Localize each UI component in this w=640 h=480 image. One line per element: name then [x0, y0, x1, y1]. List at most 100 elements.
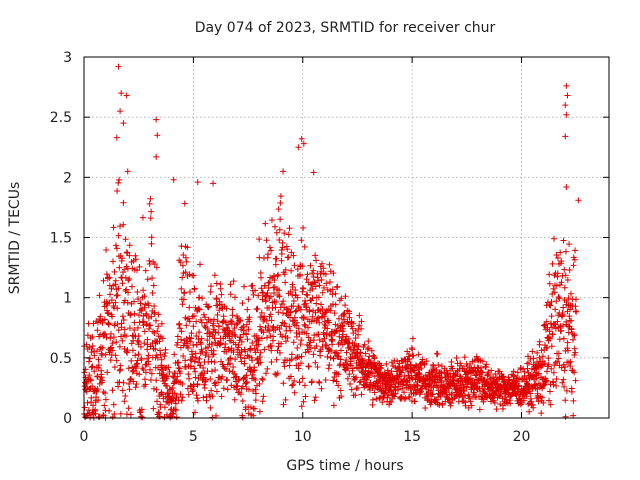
data-point-291 — [135, 295, 142, 302]
data-point-1382 — [337, 347, 344, 354]
data-point-152 — [109, 347, 116, 354]
data-point-418 — [158, 356, 165, 363]
data-point-1191 — [302, 393, 309, 400]
data-point-2411 — [529, 348, 536, 355]
data-point-2581 — [560, 335, 567, 342]
peak-point-16 — [562, 102, 569, 109]
data-point-237 — [125, 289, 132, 296]
data-point-570 — [186, 288, 193, 295]
peak-point-4 — [120, 120, 127, 127]
data-point-1186 — [301, 321, 308, 328]
data-point-2543 — [553, 282, 560, 289]
data-point-2381 — [523, 393, 530, 400]
data-point-680 — [207, 404, 214, 411]
data-point-987 — [264, 290, 271, 297]
data-point-2501 — [546, 397, 553, 404]
data-point-1502 — [360, 364, 367, 371]
data-point-1072 — [280, 380, 287, 387]
data-point-49 — [90, 402, 97, 409]
data-point-2449 — [536, 354, 543, 361]
data-point-1514 — [362, 367, 369, 374]
data-point-109 — [101, 402, 108, 409]
data-point-2468 — [539, 353, 546, 360]
data-point-636 — [199, 348, 206, 355]
data-point-2513 — [548, 365, 555, 372]
data-point-1154 — [295, 365, 302, 372]
data-point-647 — [201, 370, 208, 377]
data-point-494 — [172, 400, 179, 407]
data-point-1509 — [361, 341, 368, 348]
data-point-1112 — [287, 308, 294, 315]
data-point-1044 — [275, 271, 282, 278]
data-point-1209 — [305, 363, 312, 370]
data-point-1346 — [331, 373, 338, 380]
data-point-2437 — [534, 349, 541, 356]
data-point-534 — [180, 251, 187, 258]
data-point-1230 — [309, 285, 316, 292]
data-point-83 — [96, 292, 103, 299]
data-point-339 — [144, 355, 151, 362]
data-point-2632 — [570, 397, 577, 404]
data-point-1323 — [326, 278, 333, 285]
data-point-565 — [186, 375, 193, 382]
data-point-2219 — [493, 406, 500, 413]
data-point-2646 — [572, 296, 579, 303]
data-point-1581 — [374, 360, 381, 367]
data-point-684 — [208, 387, 215, 394]
data-point-34 — [87, 376, 94, 383]
data-point-1051 — [276, 293, 283, 300]
data-point-1487 — [357, 349, 364, 356]
data-point-272 — [131, 310, 138, 317]
data-point-550 — [183, 322, 190, 329]
data-point-2638 — [571, 332, 578, 339]
data-point-387 — [152, 317, 159, 324]
data-point-782 — [226, 330, 233, 337]
data-point-209 — [119, 313, 126, 320]
data-point-2090 — [469, 367, 476, 374]
data-point-921 — [252, 376, 259, 383]
data-point-1440 — [348, 386, 355, 393]
data-point-624 — [197, 261, 204, 268]
data-point-1394 — [340, 325, 347, 332]
data-point-960 — [259, 296, 266, 303]
data-point-1325 — [327, 307, 334, 314]
data-point-1779 — [411, 367, 418, 374]
data-point-1125 — [290, 303, 297, 310]
data-point-2575 — [559, 311, 566, 318]
data-point-859 — [240, 374, 247, 381]
data-point-922 — [252, 386, 259, 393]
x-tick-label-2: 10 — [294, 429, 312, 445]
data-point-2605 — [565, 295, 572, 302]
data-point-187 — [115, 327, 122, 334]
data-point-78 — [95, 356, 102, 363]
data-point-1071 — [280, 298, 287, 305]
data-point-1246 — [312, 394, 319, 401]
data-point-945 — [256, 354, 263, 361]
data-point-2520 — [549, 260, 556, 267]
data-point-1730 — [402, 395, 409, 402]
data-point-1054 — [276, 349, 283, 356]
data-point-1300 — [322, 377, 329, 384]
data-point-141 — [107, 335, 114, 342]
data-point-863 — [241, 360, 248, 367]
data-point-2640 — [571, 256, 578, 263]
data-point-377 — [151, 303, 158, 310]
data-point-905 — [249, 339, 256, 346]
data-point-1493 — [358, 391, 365, 398]
data-point-32 — [86, 355, 93, 362]
data-point-151 — [109, 313, 116, 320]
data-point-1337 — [329, 336, 336, 343]
data-point-1189 — [302, 297, 309, 304]
data-point-287 — [134, 288, 141, 295]
data-point-271 — [131, 319, 138, 326]
data-point-164 — [111, 268, 118, 275]
data-point-2292 — [507, 400, 514, 407]
data-point-1000 — [266, 244, 273, 251]
data-point-629 — [197, 316, 204, 323]
data-point-1734 — [403, 364, 410, 371]
data-point-1473 — [354, 384, 361, 391]
data-point-1127 — [290, 252, 297, 259]
data-point-1340 — [330, 377, 337, 384]
data-point-1244 — [312, 359, 319, 366]
data-point-522 — [178, 336, 185, 343]
